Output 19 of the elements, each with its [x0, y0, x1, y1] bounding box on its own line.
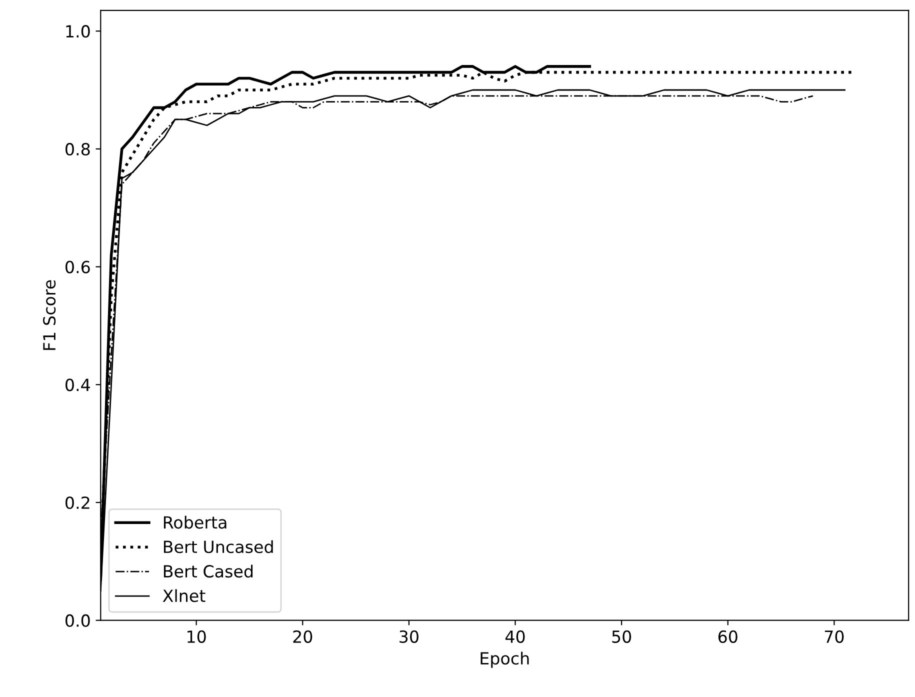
legend-label: Roberta: [164, 516, 226, 529]
y-tick-label: 0.6: [66, 260, 90, 274]
x-tick-label: 70: [824, 630, 844, 643]
x-tick-label: 50: [612, 630, 632, 643]
y-axis-title: F1 Score: [43, 280, 56, 350]
y-tick-label: 1.0: [66, 25, 90, 38]
x-tick-label: 20: [293, 630, 312, 643]
legend-label: Xlnet: [162, 589, 206, 602]
x-tick-label: 30: [400, 630, 418, 643]
legend-label: Bert Cased: [164, 564, 253, 578]
y-tick-label: 0.4: [66, 378, 90, 392]
x-tick-label: 60: [718, 630, 738, 643]
x-axis-title: Epoch: [480, 652, 529, 668]
y-tick-label: 0.8: [66, 142, 90, 156]
y-tick-label: 0.2: [66, 496, 90, 510]
legend-label: Bert Uncased: [164, 540, 273, 554]
x-tick-label: 40: [505, 630, 525, 643]
x-tick-label: 10: [188, 630, 206, 643]
y-tick-label: 0.0: [66, 614, 90, 627]
